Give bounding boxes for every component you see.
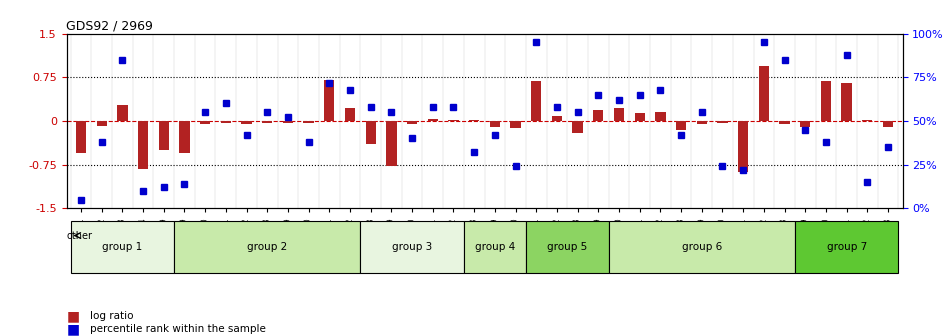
Bar xyxy=(675,121,686,130)
Text: group 1: group 1 xyxy=(103,242,142,252)
Text: log ratio: log ratio xyxy=(90,311,134,321)
FancyBboxPatch shape xyxy=(174,221,360,273)
Bar xyxy=(180,121,190,153)
Bar xyxy=(303,121,314,123)
Bar xyxy=(428,119,438,121)
Text: ■: ■ xyxy=(66,322,80,336)
Bar xyxy=(138,121,148,169)
Bar xyxy=(510,121,521,128)
Bar xyxy=(200,121,210,124)
Bar xyxy=(262,121,273,123)
Bar xyxy=(345,108,355,121)
Bar xyxy=(593,111,603,121)
Bar xyxy=(159,121,169,150)
Bar xyxy=(241,121,252,124)
Bar xyxy=(448,120,459,121)
Bar xyxy=(759,66,770,121)
Text: group 6: group 6 xyxy=(682,242,722,252)
Text: group 3: group 3 xyxy=(392,242,432,252)
Bar xyxy=(717,121,728,123)
Bar xyxy=(531,81,542,121)
FancyBboxPatch shape xyxy=(526,221,609,273)
Bar xyxy=(76,121,86,153)
Bar xyxy=(283,121,294,123)
Bar xyxy=(387,121,396,166)
Bar xyxy=(821,81,831,121)
Text: group 2: group 2 xyxy=(247,242,287,252)
FancyBboxPatch shape xyxy=(609,221,795,273)
Bar xyxy=(656,112,666,121)
Text: group 4: group 4 xyxy=(475,242,515,252)
Bar xyxy=(738,121,749,172)
Bar xyxy=(366,121,376,144)
Bar xyxy=(552,116,562,121)
Text: group 7: group 7 xyxy=(826,242,866,252)
FancyBboxPatch shape xyxy=(464,221,526,273)
Bar xyxy=(220,121,231,123)
Bar xyxy=(863,120,872,121)
Bar xyxy=(117,104,127,121)
Text: other: other xyxy=(66,230,92,241)
Bar xyxy=(573,121,582,133)
Bar xyxy=(635,113,645,121)
Bar xyxy=(696,121,707,124)
Bar xyxy=(97,121,106,126)
Bar xyxy=(842,83,852,121)
Bar xyxy=(614,108,624,121)
Bar xyxy=(469,120,480,121)
Bar xyxy=(779,121,789,124)
FancyBboxPatch shape xyxy=(360,221,464,273)
Bar xyxy=(489,121,500,127)
FancyBboxPatch shape xyxy=(70,221,174,273)
Bar xyxy=(407,121,417,124)
Text: group 5: group 5 xyxy=(547,242,587,252)
FancyBboxPatch shape xyxy=(795,221,899,273)
Text: GDS92 / 2969: GDS92 / 2969 xyxy=(66,19,153,33)
Text: percentile rank within the sample: percentile rank within the sample xyxy=(90,324,266,334)
Bar xyxy=(800,121,810,127)
Text: ■: ■ xyxy=(66,309,80,323)
Bar xyxy=(883,121,893,127)
Bar xyxy=(324,80,334,121)
